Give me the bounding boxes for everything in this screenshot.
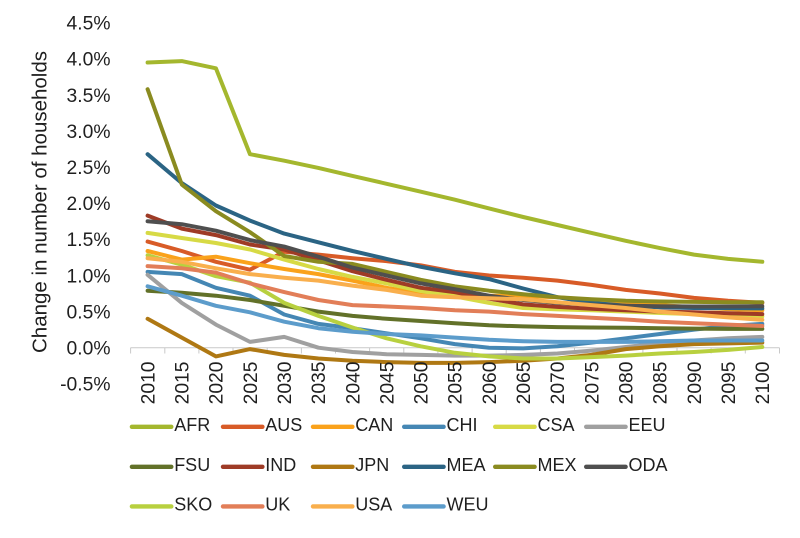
svg-text:2025: 2025 [241, 362, 262, 405]
svg-text:0.0%: 0.0% [67, 339, 111, 360]
svg-text:FSU: FSU [174, 455, 210, 475]
svg-text:1.5%: 1.5% [67, 230, 111, 251]
svg-text:2020: 2020 [207, 362, 228, 405]
svg-text:EEU: EEU [629, 415, 666, 435]
svg-text:MEX: MEX [538, 455, 577, 475]
svg-text:-0.5%: -0.5% [60, 375, 110, 396]
svg-text:CHI: CHI [447, 415, 478, 435]
svg-text:2090: 2090 [685, 362, 706, 405]
svg-text:3.5%: 3.5% [67, 86, 111, 107]
svg-text:MEA: MEA [447, 455, 486, 475]
svg-text:AFR: AFR [174, 415, 210, 435]
svg-text:SKO: SKO [174, 495, 212, 515]
svg-text:2045: 2045 [377, 362, 398, 405]
svg-text:WEU: WEU [447, 495, 489, 515]
svg-text:2075: 2075 [582, 362, 603, 405]
svg-text:3.0%: 3.0% [67, 122, 111, 143]
svg-text:2085: 2085 [651, 362, 672, 405]
svg-text:2015: 2015 [173, 362, 194, 405]
svg-text:2030: 2030 [275, 362, 296, 405]
svg-text:2080: 2080 [617, 362, 638, 405]
svg-text:1.0%: 1.0% [67, 266, 111, 287]
svg-text:2095: 2095 [719, 362, 740, 405]
svg-text:USA: USA [355, 495, 392, 515]
svg-text:2.0%: 2.0% [67, 194, 111, 215]
svg-text:JPN: JPN [355, 455, 389, 475]
svg-text:2055: 2055 [446, 362, 467, 405]
svg-text:4.0%: 4.0% [67, 50, 111, 71]
svg-text:2035: 2035 [309, 362, 330, 405]
svg-text:2065: 2065 [514, 362, 535, 405]
svg-text:2070: 2070 [548, 362, 569, 405]
svg-text:2100: 2100 [753, 362, 774, 405]
svg-text:2050: 2050 [412, 362, 433, 405]
svg-text:2010: 2010 [138, 362, 159, 405]
svg-text:IND: IND [265, 455, 296, 475]
svg-text:Change in number of households: Change in number of households [29, 51, 52, 353]
svg-text:2040: 2040 [343, 362, 364, 405]
svg-text:0.5%: 0.5% [67, 302, 111, 323]
svg-text:CAN: CAN [355, 415, 393, 435]
svg-text:4.5%: 4.5% [67, 14, 111, 35]
svg-text:2.5%: 2.5% [67, 158, 111, 179]
svg-text:UK: UK [265, 495, 290, 515]
svg-text:ODA: ODA [629, 455, 668, 475]
svg-text:CSA: CSA [538, 415, 575, 435]
svg-text:AUS: AUS [265, 415, 302, 435]
svg-text:2060: 2060 [480, 362, 501, 405]
